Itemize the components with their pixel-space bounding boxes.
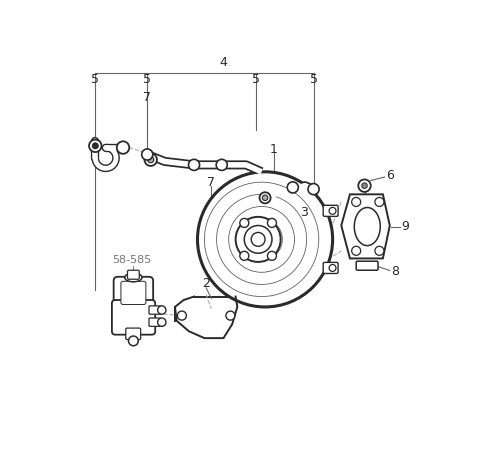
Text: 5: 5	[143, 73, 151, 86]
Text: 5: 5	[310, 73, 318, 86]
Circle shape	[251, 233, 265, 246]
FancyBboxPatch shape	[356, 261, 378, 270]
Circle shape	[352, 246, 360, 255]
Text: 3: 3	[300, 206, 308, 219]
Circle shape	[147, 157, 154, 163]
Circle shape	[267, 252, 276, 261]
Text: 58-585: 58-585	[112, 255, 151, 265]
Circle shape	[358, 180, 371, 192]
Circle shape	[144, 153, 157, 166]
Text: 8: 8	[391, 265, 399, 278]
Circle shape	[260, 192, 271, 203]
Circle shape	[308, 184, 319, 195]
FancyBboxPatch shape	[149, 318, 161, 326]
Text: 7: 7	[207, 176, 216, 189]
Circle shape	[142, 149, 153, 160]
Circle shape	[157, 306, 166, 314]
Text: 2: 2	[202, 277, 210, 290]
Circle shape	[267, 218, 276, 227]
Circle shape	[362, 183, 367, 189]
FancyBboxPatch shape	[323, 205, 338, 216]
Circle shape	[262, 195, 268, 201]
Circle shape	[157, 318, 166, 326]
Circle shape	[189, 159, 200, 171]
FancyBboxPatch shape	[121, 281, 146, 305]
FancyBboxPatch shape	[323, 262, 338, 274]
Text: 7: 7	[143, 91, 151, 104]
Circle shape	[240, 252, 249, 261]
Circle shape	[226, 311, 235, 320]
Ellipse shape	[354, 207, 380, 246]
Circle shape	[240, 218, 249, 227]
Text: 5: 5	[252, 73, 260, 86]
Text: 1: 1	[270, 143, 277, 156]
Polygon shape	[341, 194, 390, 258]
Circle shape	[352, 198, 360, 207]
Circle shape	[329, 265, 336, 271]
Circle shape	[197, 172, 333, 307]
FancyBboxPatch shape	[126, 328, 141, 339]
Text: 5: 5	[91, 73, 99, 86]
Circle shape	[375, 198, 384, 207]
Circle shape	[244, 225, 272, 253]
Ellipse shape	[125, 273, 142, 282]
Circle shape	[236, 217, 281, 262]
FancyBboxPatch shape	[112, 300, 155, 335]
FancyBboxPatch shape	[128, 270, 139, 279]
Circle shape	[375, 246, 384, 255]
Text: 6: 6	[386, 170, 394, 182]
Circle shape	[329, 207, 336, 214]
Text: 4: 4	[219, 56, 228, 69]
Circle shape	[178, 311, 186, 320]
Circle shape	[92, 143, 98, 149]
FancyBboxPatch shape	[149, 306, 161, 314]
Circle shape	[287, 182, 299, 193]
Circle shape	[89, 140, 101, 152]
Circle shape	[216, 159, 228, 171]
Text: 9: 9	[401, 220, 408, 233]
FancyBboxPatch shape	[114, 277, 153, 311]
Circle shape	[129, 336, 138, 346]
Circle shape	[117, 141, 129, 154]
